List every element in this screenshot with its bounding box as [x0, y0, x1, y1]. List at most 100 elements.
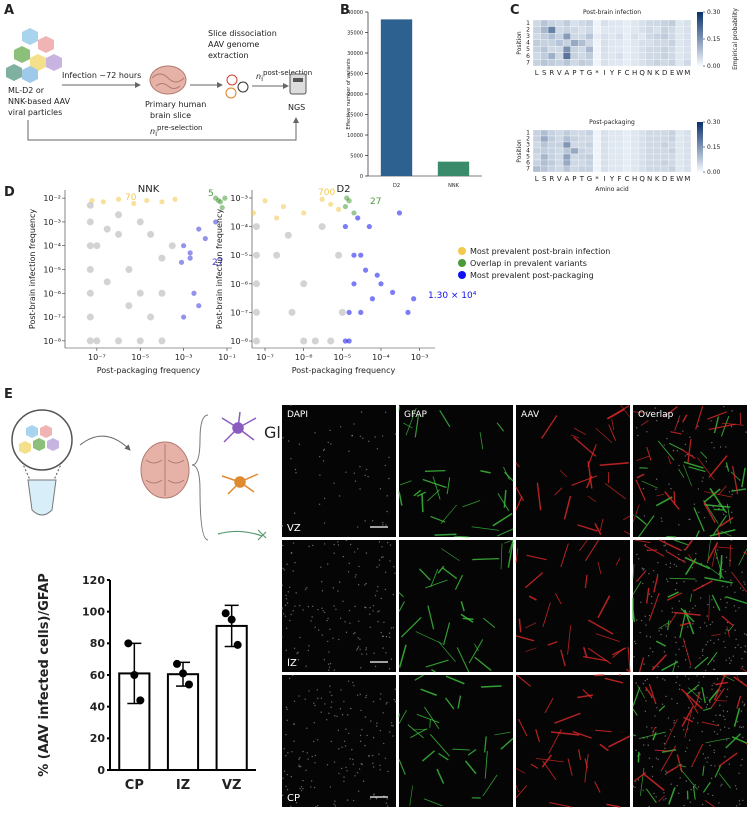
nucleus	[321, 634, 323, 636]
nucleus	[310, 786, 312, 788]
nucleus	[285, 649, 287, 651]
data-point	[136, 696, 145, 705]
nucleus	[698, 700, 701, 703]
heatmap-cell	[540, 129, 549, 137]
nucleus	[724, 646, 726, 649]
data-point	[342, 338, 348, 344]
data-point	[172, 196, 178, 202]
nucleus	[728, 657, 731, 659]
nucleus	[370, 720, 372, 722]
nucleus	[673, 719, 675, 722]
fiber	[711, 634, 721, 636]
fiber	[444, 697, 455, 710]
annotation: 5	[208, 189, 214, 199]
genome-icon	[225, 74, 249, 99]
heatmap-cell	[555, 153, 564, 161]
vial-icon	[11, 409, 73, 516]
nucleus	[686, 453, 688, 456]
nucleus	[740, 710, 743, 712]
nucleus	[723, 640, 725, 643]
nucleus	[294, 468, 297, 471]
y-tick-label: 6	[526, 160, 530, 167]
nucleus	[349, 543, 352, 546]
fiber	[632, 581, 642, 595]
nucleus	[323, 659, 326, 661]
heatmap-cell	[660, 129, 669, 137]
nucleus	[653, 792, 655, 795]
nucleus	[713, 682, 715, 685]
fiber	[674, 415, 681, 431]
heatmap-cell	[615, 129, 624, 137]
nucleus	[372, 700, 375, 703]
nucleus	[385, 652, 387, 654]
heatmap-cell	[675, 165, 684, 173]
fiber	[738, 548, 748, 566]
nucleus	[648, 757, 651, 759]
nucleus	[724, 718, 726, 721]
fiber	[680, 768, 698, 790]
nucleus	[377, 585, 379, 588]
y-tick-label: 40	[90, 701, 106, 714]
fiber	[405, 407, 417, 436]
fiber	[554, 712, 581, 724]
heatmap-cell	[577, 135, 586, 143]
nucleus	[349, 758, 351, 760]
label: Slice dissociation	[208, 29, 277, 38]
nucleus	[281, 608, 283, 610]
fiber	[731, 736, 748, 745]
nucleus	[711, 621, 714, 623]
nucleus	[646, 411, 648, 413]
heatmap-cell	[600, 153, 609, 161]
nucleus	[391, 724, 393, 727]
nucleus	[344, 621, 346, 623]
nucleus	[376, 448, 379, 450]
heatmap-cell	[593, 129, 601, 137]
nucleus	[299, 757, 301, 759]
nucleus	[730, 511, 733, 514]
nucleus	[293, 740, 295, 742]
fiber	[515, 548, 519, 564]
data-point	[319, 196, 325, 202]
nucleus	[676, 784, 678, 787]
x-tick-label: H	[632, 175, 637, 183]
nucleus	[723, 405, 725, 408]
nucleus	[643, 663, 645, 665]
fiber	[584, 758, 589, 768]
data-point	[222, 195, 228, 201]
nucleus	[359, 638, 361, 640]
data-point	[103, 225, 111, 233]
data-point	[351, 252, 357, 258]
heatmap-cell	[623, 59, 631, 67]
data-point	[93, 337, 101, 345]
nucleus	[707, 793, 709, 795]
data-point	[136, 337, 144, 345]
heatmap-cell	[570, 19, 579, 27]
nucleus	[719, 704, 721, 707]
fiber	[515, 784, 520, 793]
fiber	[421, 750, 436, 762]
fiber	[548, 729, 562, 754]
nucleus	[382, 521, 384, 524]
nucleus	[327, 563, 329, 565]
data-point	[191, 290, 197, 296]
fiber	[687, 687, 703, 701]
fiber	[645, 587, 650, 604]
heatmap-cell	[675, 135, 684, 143]
micrograph	[632, 405, 747, 538]
data-point	[130, 671, 139, 679]
nucleus	[655, 796, 657, 798]
fiber	[587, 461, 593, 489]
fiber	[667, 456, 672, 465]
nucleus	[712, 506, 714, 508]
nucleus	[741, 701, 744, 703]
fiber	[536, 482, 542, 511]
data-point	[252, 251, 260, 259]
nucleus	[664, 735, 666, 737]
nucleus	[378, 753, 380, 755]
panel-letter: B	[340, 3, 350, 18]
nucleus	[726, 739, 728, 741]
label: Primary human	[145, 100, 206, 109]
data-point	[178, 259, 185, 265]
nucleus	[284, 604, 287, 606]
nucleus	[642, 569, 644, 571]
